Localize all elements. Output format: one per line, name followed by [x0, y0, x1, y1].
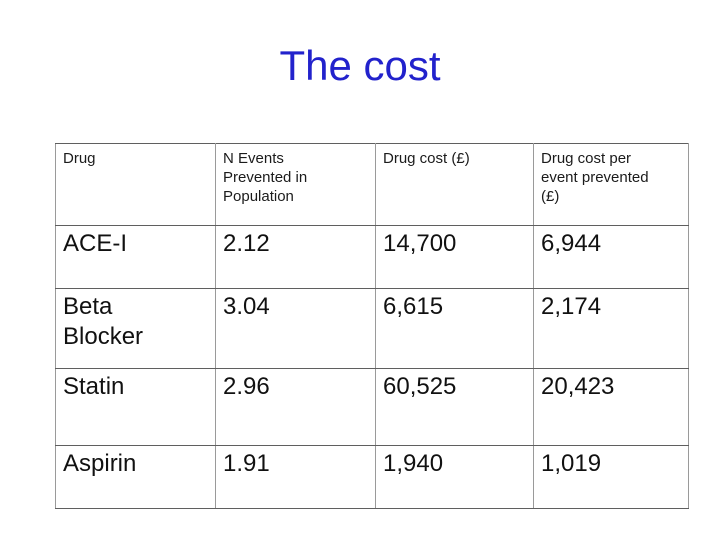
- cell-drug-cost: 6,615: [375, 288, 534, 369]
- cell-drug-cost: 14,700: [375, 225, 534, 289]
- column-header-drug: Drug: [55, 143, 216, 226]
- cell-events-prevented: 3.04: [215, 288, 376, 369]
- cell-cost-per-event: 2,174: [533, 288, 689, 369]
- cell-drug-cost: 1,940: [375, 445, 534, 509]
- cell-events-prevented: 2.12: [215, 225, 376, 289]
- cell-drug-name: ACE-I: [55, 225, 216, 289]
- table-row: Aspirin 1.91 1,940 1,019: [55, 445, 689, 509]
- cell-cost-per-event: 6,944: [533, 225, 689, 289]
- slide-title: The cost: [279, 42, 441, 89]
- cell-drug-name: Beta Blocker: [55, 288, 216, 369]
- table-row: ACE-I 2.12 14,700 6,944: [55, 225, 689, 289]
- table-row: Beta Blocker 3.04 6,615 2,174: [55, 288, 689, 369]
- table-row: Statin 2.96 60,525 20,423: [55, 368, 689, 446]
- table-header-row: Drug N Events Prevented in Population Dr…: [55, 143, 689, 226]
- drug-cost-table: Drug N Events Prevented in Population Dr…: [55, 143, 689, 509]
- cell-drug-name: Statin: [55, 368, 216, 446]
- column-header-drug-cost: Drug cost (£): [375, 143, 534, 226]
- cell-cost-per-event: 1,019: [533, 445, 689, 509]
- cell-events-prevented: 1.91: [215, 445, 376, 509]
- cell-drug-name: Aspirin: [55, 445, 216, 509]
- cell-drug-cost: 60,525: [375, 368, 534, 446]
- cell-cost-per-event: 20,423: [533, 368, 689, 446]
- column-header-cost-per-event: Drug cost per event prevented (£): [533, 143, 689, 226]
- column-header-events-prevented: N Events Prevented in Population: [215, 143, 376, 226]
- cell-events-prevented: 2.96: [215, 368, 376, 446]
